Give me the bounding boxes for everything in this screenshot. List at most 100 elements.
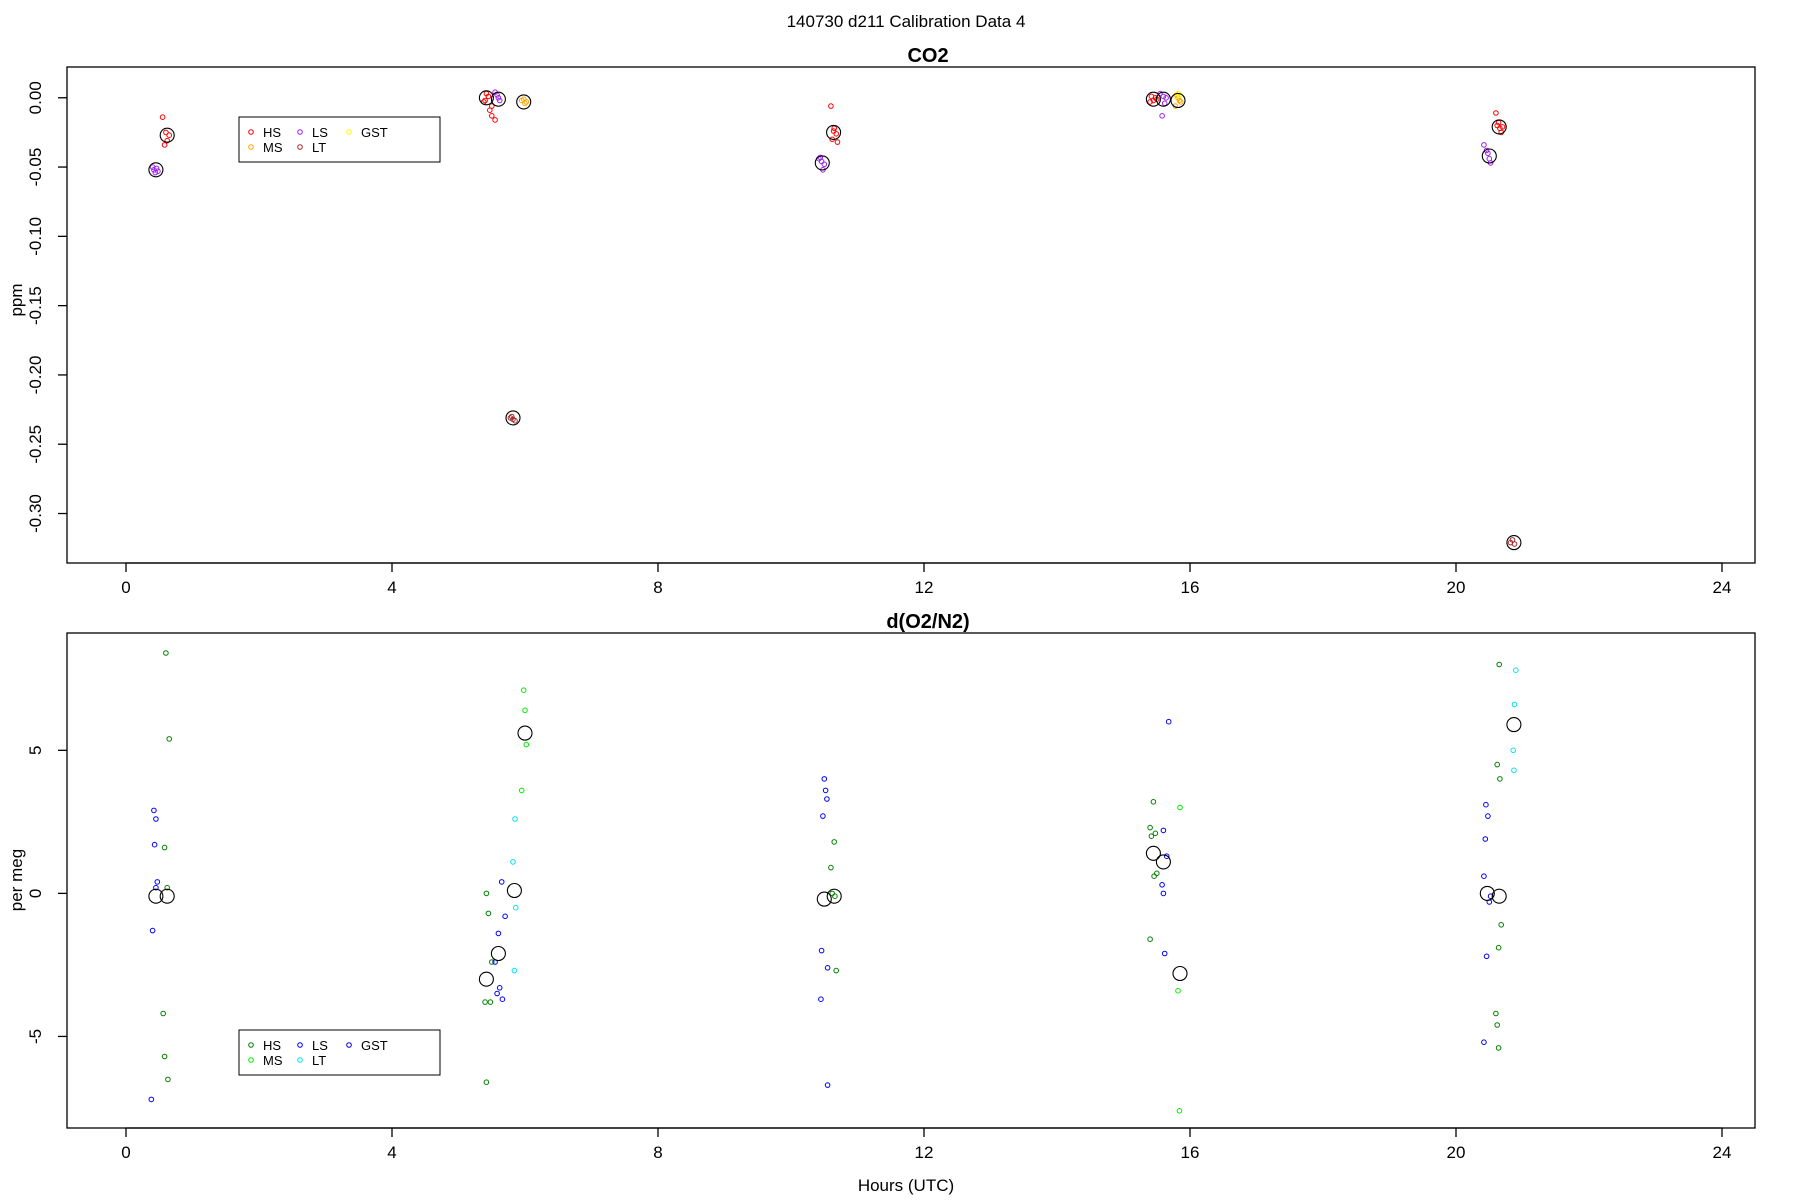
o2n2-point-lt <box>1511 748 1516 753</box>
o2n2-x-tick-label: 8 <box>653 1143 662 1162</box>
co2-point-ls <box>1160 114 1165 119</box>
o2n2-point-ls <box>1166 719 1171 724</box>
co2-y-tick-label: -0.10 <box>26 217 45 256</box>
co2-panel-title: CO2 <box>907 45 948 67</box>
o2n2-point-ls <box>1160 883 1165 888</box>
co2-legend-label-ms: MS <box>263 140 283 155</box>
o2n2-point-ls <box>497 986 502 991</box>
o2n2-point-ms <box>523 708 528 713</box>
o2n2-mean-marker <box>479 972 493 986</box>
o2n2-point-lt <box>1512 768 1517 773</box>
o2n2-point-lt <box>1514 668 1519 673</box>
co2-point-hs <box>167 133 172 138</box>
o2n2-mean-marker <box>491 947 505 961</box>
o2n2-mean-marker <box>507 884 521 898</box>
o2n2-point-ls <box>821 814 826 819</box>
o2n2-point-hs <box>832 840 837 845</box>
o2n2-point-hs <box>164 651 169 656</box>
o2n2-y-tick-label: -5 <box>26 1029 45 1044</box>
co2-y-tick-label: -0.30 <box>26 494 45 533</box>
co2-legend-label-ls: LS <box>312 125 328 140</box>
co2-x-tick-label: 8 <box>653 578 662 597</box>
o2n2-legend-label-gst: GST <box>361 1038 388 1053</box>
o2n2-point-ls <box>823 788 828 793</box>
o2n2-mean-marker <box>1173 967 1187 981</box>
co2-y-tick-label: 0.00 <box>26 81 45 114</box>
co2-legend-label-hs: HS <box>263 125 281 140</box>
o2n2-x-axis: 0 4 8 12 16 20 24 <box>121 1128 1731 1162</box>
o2n2-mean-marker <box>518 726 532 740</box>
o2n2-point-hs <box>166 1077 171 1082</box>
o2n2-x-tick-label: 4 <box>387 1143 396 1162</box>
o2n2-point-ms <box>519 788 524 793</box>
o2n2-y-axis-label: per meg <box>7 849 26 911</box>
o2n2-legend-label-lt: LT <box>312 1053 326 1068</box>
o2n2-y-tick-label: 5 <box>26 746 45 755</box>
o2n2-point-ls <box>1482 1040 1487 1045</box>
o2n2-point-ls <box>825 1083 830 1088</box>
o2n2-point-hs <box>1152 874 1157 879</box>
o2n2-point-hs <box>483 1000 488 1005</box>
o2n2-point-ls <box>1161 828 1166 833</box>
o2n2-x-tick-label: 20 <box>1447 1143 1466 1162</box>
o2n2-legend-label-ls: LS <box>312 1038 328 1053</box>
o2n2-legend-label-hs: HS <box>263 1038 281 1053</box>
o2n2-mean-marker <box>160 889 174 903</box>
co2-point-ls <box>1162 101 1167 106</box>
co2-panel: CO2 ppm 0 4 8 12 16 20 24 0.00 -0.05 -0.10 -0.15 -… <box>7 45 1755 597</box>
o2n2-point-hs <box>1497 662 1502 667</box>
co2-point-ls <box>1482 143 1487 148</box>
o2n2-mean-marker <box>1156 855 1170 869</box>
o2n2-point-ls <box>825 797 830 802</box>
o2n2-point-ls <box>500 997 505 1002</box>
o2n2-point-ls <box>819 948 824 953</box>
o2n2-point-hs <box>1496 1046 1501 1051</box>
co2-y-tick-label: -0.05 <box>26 148 45 187</box>
o2n2-point-ls <box>825 966 830 971</box>
co2-x-tick-label: 16 <box>1181 578 1200 597</box>
co2-legend-label-gst: GST <box>361 125 388 140</box>
o2n2-point-hs <box>829 865 834 870</box>
o2n2-point-ms <box>521 688 526 693</box>
o2n2-y-axis: 5 0 -5 <box>26 746 67 1044</box>
o2n2-point-ls <box>496 931 501 936</box>
o2n2-point-ls <box>822 777 827 782</box>
o2n2-y-tick-label: 0 <box>26 889 45 898</box>
co2-point-hs <box>835 140 840 145</box>
o2n2-mean-marker <box>1507 718 1521 732</box>
o2n2-point-hs <box>1496 945 1501 950</box>
o2n2-point-ls <box>150 928 155 933</box>
o2n2-mean-marker <box>1146 846 1160 860</box>
o2n2-point-hs <box>1499 923 1504 928</box>
o2n2-point-hs <box>167 737 172 742</box>
o2n2-point-ms <box>1178 805 1183 810</box>
co2-point-ls <box>822 162 827 167</box>
o2n2-point-hs <box>834 968 839 973</box>
x-axis-label: Hours (UTC) <box>858 1176 954 1195</box>
o2n2-point-lt <box>1512 702 1517 707</box>
o2n2-point-ms <box>1177 1109 1182 1114</box>
co2-y-axis: 0.00-0.05-0.10-0.15-0.20-0.25-0.30 <box>26 81 67 533</box>
o2n2-point-hs <box>162 1054 167 1059</box>
o2n2-point-ls <box>1486 814 1491 819</box>
o2n2-point-ms <box>1176 988 1181 993</box>
o2n2-point-hs <box>1495 762 1500 767</box>
o2n2-point-hs <box>484 1080 489 1085</box>
o2n2-point-hs <box>1494 1011 1499 1016</box>
o2n2-point-lt <box>511 860 516 865</box>
o2n2-mean-marker <box>817 892 831 906</box>
o2n2-point-lt <box>512 968 517 973</box>
co2-point-hs <box>493 118 498 123</box>
co2-x-tick-label: 20 <box>1447 578 1466 597</box>
o2n2-point-ls <box>155 880 160 885</box>
o2n2-point-ls <box>1162 951 1167 956</box>
o2n2-point-ls <box>1484 954 1489 959</box>
o2n2-x-tick-label: 0 <box>121 1143 130 1162</box>
o2n2-point-hs <box>1498 777 1503 782</box>
o2n2-point-hs <box>161 1011 166 1016</box>
o2n2-x-tick-label: 12 <box>915 1143 934 1162</box>
co2-x-tick-label: 24 <box>1713 578 1732 597</box>
o2n2-x-tick-label: 16 <box>1181 1143 1200 1162</box>
